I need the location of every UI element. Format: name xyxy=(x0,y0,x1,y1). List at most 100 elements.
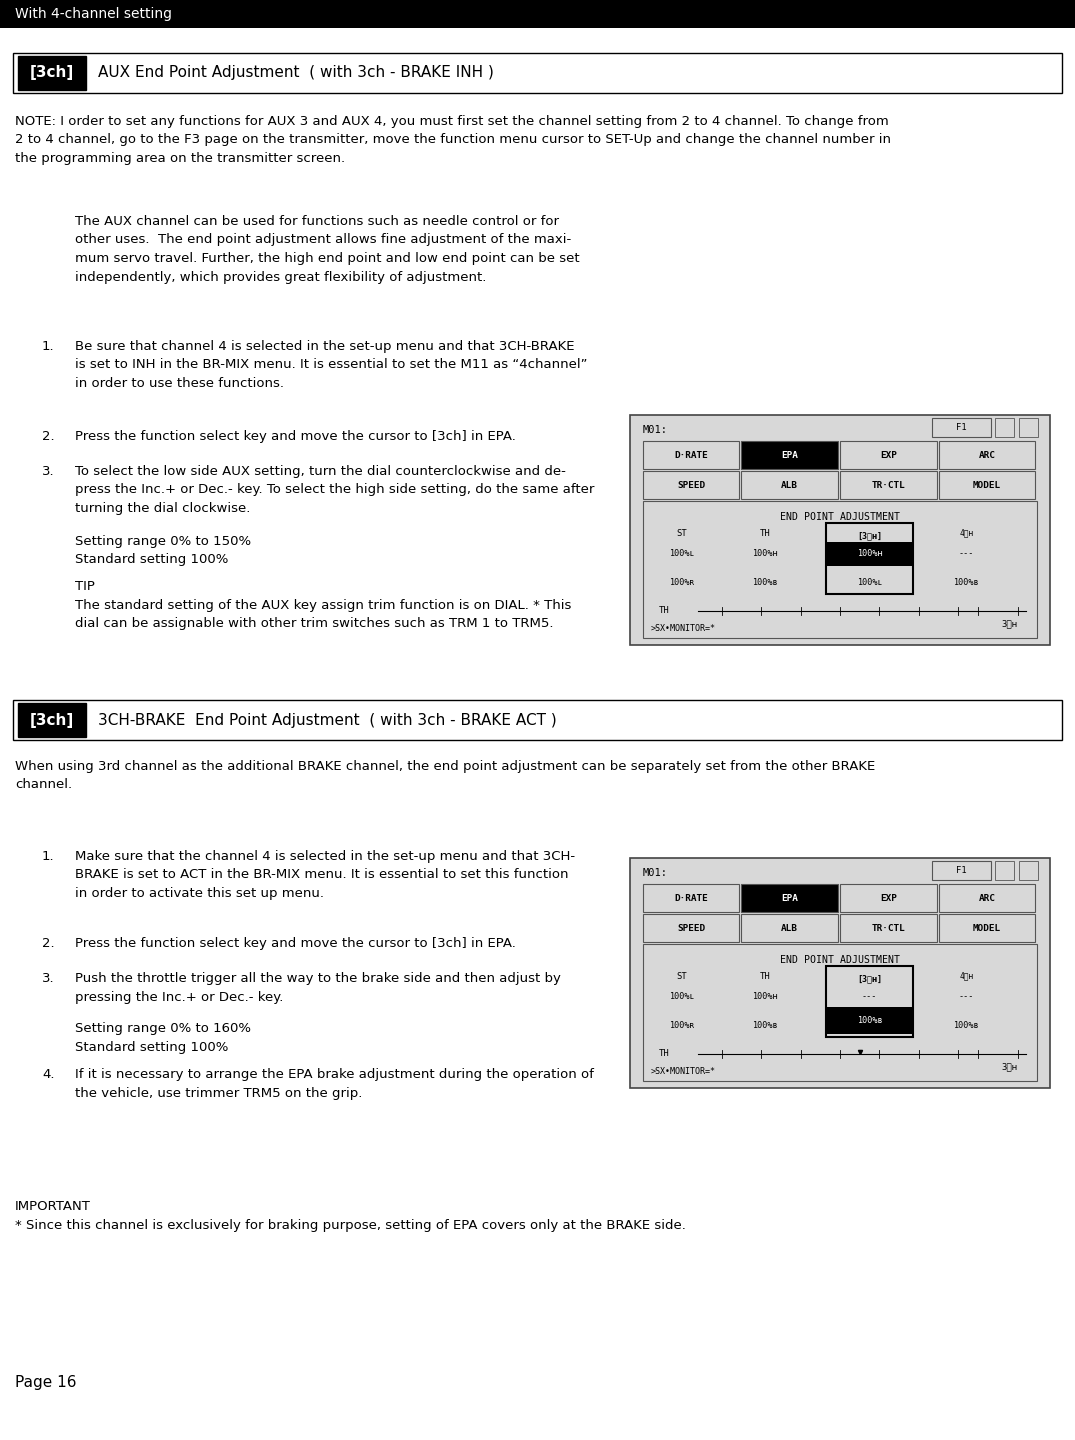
Bar xyxy=(643,501,1037,638)
Text: ALB: ALB xyxy=(782,481,798,490)
Bar xyxy=(932,419,991,436)
Bar xyxy=(827,966,913,1037)
Bar xyxy=(1019,861,1037,880)
Text: EXP: EXP xyxy=(880,894,897,903)
Text: Setting range 0% to 160%
Standard setting 100%: Setting range 0% to 160% Standard settin… xyxy=(75,1022,250,1054)
Text: Be sure that channel 4 is selected in the set-up menu and that 3CH-BRAKE
is set : Be sure that channel 4 is selected in th… xyxy=(75,340,588,390)
Text: TIP
The standard setting of the AUX key assign trim function is on DIAL. * This
: TIP The standard setting of the AUX key … xyxy=(75,580,572,631)
Text: [3ch]: [3ch] xyxy=(30,65,74,81)
Text: NOTE: I order to set any functions for AUX 3 and AUX 4, you must first set the c: NOTE: I order to set any functions for A… xyxy=(15,115,891,166)
Text: 100%ʙ: 100%ʙ xyxy=(954,1021,979,1030)
Bar xyxy=(742,471,838,498)
Text: 100%ʙ: 100%ʙ xyxy=(752,1021,778,1030)
Bar xyxy=(643,442,740,469)
Bar xyxy=(840,471,936,498)
Bar xyxy=(840,442,936,469)
Bar xyxy=(995,419,1015,436)
Bar xyxy=(643,884,740,912)
Text: 100%ʀ: 100%ʀ xyxy=(670,577,694,588)
Text: TH: TH xyxy=(658,1050,669,1058)
Text: 3ᴄʜ: 3ᴄʜ xyxy=(1002,1061,1018,1071)
Text: [3ᴄʜ]: [3ᴄʜ] xyxy=(857,975,883,984)
Text: 100%ʜ: 100%ʜ xyxy=(857,549,883,559)
Bar xyxy=(13,53,1062,94)
Bar xyxy=(630,415,1050,645)
Text: With 4-channel setting: With 4-channel setting xyxy=(15,7,172,22)
Text: 1.: 1. xyxy=(42,340,55,353)
Text: ST: ST xyxy=(676,528,687,537)
Bar xyxy=(1019,419,1037,436)
Bar xyxy=(643,945,1037,1081)
Text: 100%ʜ: 100%ʜ xyxy=(752,992,778,1001)
Bar xyxy=(995,861,1015,880)
Bar xyxy=(938,442,1035,469)
Bar xyxy=(938,884,1035,912)
Text: MODEL: MODEL xyxy=(973,923,1001,933)
Text: 3.: 3. xyxy=(42,972,55,985)
Text: 100%ʀ: 100%ʀ xyxy=(670,1021,694,1030)
Bar xyxy=(0,0,1075,27)
Text: 100%ʙ: 100%ʙ xyxy=(857,1017,883,1025)
Text: 3ᴄʜ: 3ᴄʜ xyxy=(1002,619,1018,628)
Text: TR·CTL: TR·CTL xyxy=(872,923,905,933)
Text: >SX•MONITOR=*: >SX•MONITOR=* xyxy=(650,625,716,634)
Text: IMPORTANT
* Since this channel is exclusively for braking purpose, setting of EP: IMPORTANT * Since this channel is exclus… xyxy=(15,1200,686,1231)
Text: END POINT ADJUSTMENT: END POINT ADJUSTMENT xyxy=(780,955,900,965)
Text: 4.: 4. xyxy=(42,1068,55,1081)
Text: Push the throttle trigger all the way to the brake side and then adjust by
press: Push the throttle trigger all the way to… xyxy=(75,972,561,1004)
Text: EPA: EPA xyxy=(782,894,798,903)
Text: [3ch]: [3ch] xyxy=(30,713,74,727)
Text: EXP: EXP xyxy=(880,451,897,459)
Bar xyxy=(742,914,838,942)
Bar xyxy=(742,884,838,912)
Text: Make sure that the channel 4 is selected in the set-up menu and that 3CH-
BRAKE : Make sure that the channel 4 is selected… xyxy=(75,850,575,900)
Text: F1: F1 xyxy=(957,423,968,432)
Text: MODEL: MODEL xyxy=(973,481,1001,490)
Text: ARC: ARC xyxy=(978,451,995,459)
Bar xyxy=(938,914,1035,942)
Text: TR·CTL: TR·CTL xyxy=(872,481,905,490)
Text: 3CH-BRAKE  End Point Adjustment  ( with 3ch - BRAKE ACT ): 3CH-BRAKE End Point Adjustment ( with 3c… xyxy=(98,713,557,727)
Bar xyxy=(18,703,86,737)
Text: 100%ʟ: 100%ʟ xyxy=(670,992,694,1001)
Text: TH: TH xyxy=(760,528,771,537)
Bar xyxy=(643,914,740,942)
Text: >SX•MONITOR=*: >SX•MONITOR=* xyxy=(650,1067,716,1077)
Text: 100%ʙ: 100%ʙ xyxy=(954,577,979,588)
Text: ---: --- xyxy=(862,992,877,1001)
Text: EPA: EPA xyxy=(782,451,798,459)
Bar xyxy=(827,523,913,595)
Text: END POINT ADJUSTMENT: END POINT ADJUSTMENT xyxy=(780,513,900,523)
Text: 100%ʟ: 100%ʟ xyxy=(857,577,883,588)
Text: F1: F1 xyxy=(957,865,968,876)
Text: 100%ʟ: 100%ʟ xyxy=(670,549,694,559)
Text: ALB: ALB xyxy=(782,923,798,933)
Text: Press the function select key and move the cursor to [3ch] in EPA.: Press the function select key and move t… xyxy=(75,937,516,950)
Text: 3.: 3. xyxy=(42,465,55,478)
Text: AUX End Point Adjustment  ( with 3ch - BRAKE INH ): AUX End Point Adjustment ( with 3ch - BR… xyxy=(98,65,493,81)
Bar xyxy=(18,56,86,89)
Bar xyxy=(643,471,740,498)
Text: 100%ʜ: 100%ʜ xyxy=(752,549,778,559)
Text: 4ᴄʜ: 4ᴄʜ xyxy=(959,528,974,537)
Text: TH: TH xyxy=(760,972,771,981)
Bar xyxy=(827,541,912,566)
Bar xyxy=(827,1008,912,1034)
Text: 2.: 2. xyxy=(42,937,55,950)
Text: [3ᴄʜ]: [3ᴄʜ] xyxy=(857,531,883,540)
Bar xyxy=(840,914,936,942)
Text: Setting range 0% to 150%
Standard setting 100%: Setting range 0% to 150% Standard settin… xyxy=(75,536,252,566)
Bar xyxy=(742,442,838,469)
Text: ---: --- xyxy=(959,992,974,1001)
Text: ---: --- xyxy=(959,549,974,559)
Bar xyxy=(938,471,1035,498)
Text: 100%ʙ: 100%ʙ xyxy=(752,577,778,588)
Bar xyxy=(13,700,1062,740)
Text: M01:: M01: xyxy=(643,868,668,878)
Text: When using 3rd channel as the additional BRAKE channel, the end point adjustment: When using 3rd channel as the additional… xyxy=(15,760,875,792)
Text: 4ᴄʜ: 4ᴄʜ xyxy=(959,972,974,981)
Text: SPEED: SPEED xyxy=(677,923,705,933)
Text: ST: ST xyxy=(676,972,687,981)
Text: D·RATE: D·RATE xyxy=(674,894,707,903)
Text: D·RATE: D·RATE xyxy=(674,451,707,459)
